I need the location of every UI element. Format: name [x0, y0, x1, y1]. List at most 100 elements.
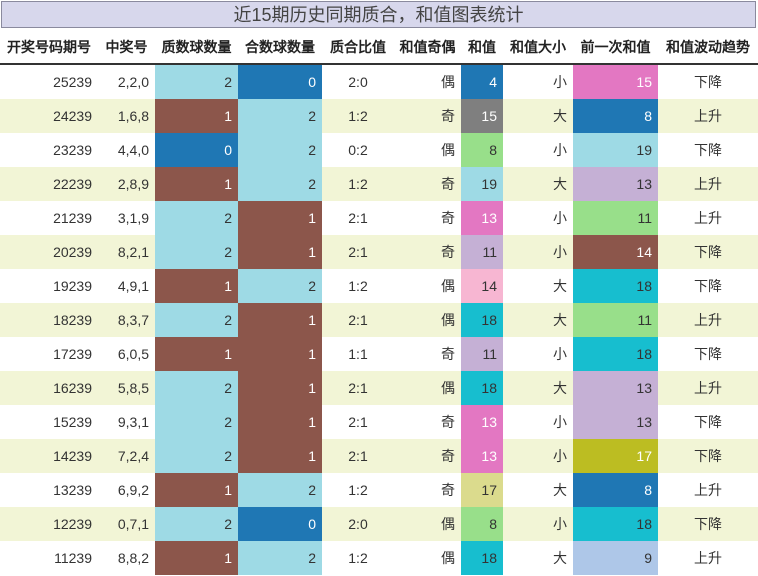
- cell-winning-number: 1,6,8: [98, 99, 155, 133]
- cell-prev-sum: 11: [573, 303, 658, 337]
- cell-ratio: 1:2: [322, 473, 394, 507]
- cell-sum-parity: 偶: [394, 269, 461, 303]
- cell-ratio: 2:1: [322, 201, 394, 235]
- cell-trend: 下降: [658, 405, 758, 439]
- cell-prev-sum: 18: [573, 269, 658, 303]
- table-row: 13239 6,9,2 1 2 1:2 奇 17 大 8 上升: [0, 473, 758, 507]
- cell-sum-size: 小: [503, 507, 573, 541]
- cell-prime-count: 2: [155, 235, 238, 269]
- cell-ratio: 1:1: [322, 337, 394, 371]
- cell-sum-parity: 偶: [394, 371, 461, 405]
- cell-sum: 14: [461, 269, 503, 303]
- cell-issue: 11239: [0, 541, 98, 575]
- cell-trend: 下降: [658, 439, 758, 473]
- cell-trend: 下降: [658, 269, 758, 303]
- table-row: 18239 8,3,7 2 1 2:1 偶 18 大 11 上升: [0, 303, 758, 337]
- cell-trend: 下降: [658, 235, 758, 269]
- cell-prime-count: 1: [155, 269, 238, 303]
- header-trend: 和值波动趋势: [658, 31, 758, 65]
- cell-prime-count: 2: [155, 371, 238, 405]
- cell-sum-parity: 奇: [394, 201, 461, 235]
- cell-issue: 15239: [0, 405, 98, 439]
- cell-issue: 16239: [0, 371, 98, 405]
- cell-issue: 17239: [0, 337, 98, 371]
- cell-composite-count: 0: [238, 507, 322, 541]
- cell-trend: 上升: [658, 541, 758, 575]
- cell-issue: 22239: [0, 167, 98, 201]
- cell-composite-count: 1: [238, 235, 322, 269]
- cell-prime-count: 2: [155, 439, 238, 473]
- cell-trend: 上升: [658, 473, 758, 507]
- cell-composite-count: 1: [238, 439, 322, 473]
- table-row: 22239 2,8,9 1 2 1:2 奇 19 大 13 上升: [0, 167, 758, 201]
- cell-ratio: 0:2: [322, 133, 394, 167]
- cell-trend: 上升: [658, 167, 758, 201]
- cell-composite-count: 2: [238, 99, 322, 133]
- cell-winning-number: 8,3,7: [98, 303, 155, 337]
- cell-prime-count: 2: [155, 201, 238, 235]
- cell-sum-parity: 偶: [394, 64, 461, 99]
- cell-sum-parity: 奇: [394, 99, 461, 133]
- cell-sum-parity: 奇: [394, 337, 461, 371]
- cell-prime-count: 0: [155, 133, 238, 167]
- cell-trend: 上升: [658, 99, 758, 133]
- table-body: 25239 2,2,0 2 0 2:0 偶 4 小 15 下降 24239 1,6,8 1 2 1:2 奇 15…: [0, 64, 758, 575]
- cell-composite-count: 0: [238, 64, 322, 99]
- cell-prev-sum: 14: [573, 235, 658, 269]
- cell-composite-count: 2: [238, 167, 322, 201]
- header-winning-number: 中奖号: [98, 31, 155, 65]
- cell-sum-size: 小: [503, 235, 573, 269]
- cell-winning-number: 4,9,1: [98, 269, 155, 303]
- cell-sum-size: 大: [503, 303, 573, 337]
- cell-issue: 21239: [0, 201, 98, 235]
- chart-title: 近15期历史同期质合，和值图表统计: [1, 1, 756, 28]
- cell-winning-number: 9,3,1: [98, 405, 155, 439]
- cell-ratio: 1:2: [322, 541, 394, 575]
- cell-issue: 13239: [0, 473, 98, 507]
- cell-composite-count: 1: [238, 405, 322, 439]
- cell-trend: 下降: [658, 507, 758, 541]
- cell-prime-count: 2: [155, 405, 238, 439]
- table-row: 16239 5,8,5 2 1 2:1 偶 18 大 13 上升: [0, 371, 758, 405]
- cell-prime-count: 1: [155, 541, 238, 575]
- cell-issue: 23239: [0, 133, 98, 167]
- cell-sum: 19: [461, 167, 503, 201]
- cell-composite-count: 2: [238, 541, 322, 575]
- cell-sum-parity: 奇: [394, 167, 461, 201]
- table-row: 21239 3,1,9 2 1 2:1 奇 13 小 11 上升: [0, 201, 758, 235]
- cell-trend: 上升: [658, 303, 758, 337]
- cell-prev-sum: 13: [573, 167, 658, 201]
- cell-prime-count: 2: [155, 64, 238, 99]
- cell-prev-sum: 9: [573, 541, 658, 575]
- cell-prime-count: 1: [155, 167, 238, 201]
- cell-sum: 11: [461, 337, 503, 371]
- cell-issue: 19239: [0, 269, 98, 303]
- cell-sum-size: 小: [503, 64, 573, 99]
- cell-sum-parity: 奇: [394, 235, 461, 269]
- cell-winning-number: 2,8,9: [98, 167, 155, 201]
- cell-ratio: 1:2: [322, 99, 394, 133]
- header-issue: 开奖号码期号: [0, 31, 98, 65]
- cell-winning-number: 4,4,0: [98, 133, 155, 167]
- cell-prime-count: 1: [155, 99, 238, 133]
- cell-sum-size: 小: [503, 133, 573, 167]
- cell-winning-number: 3,1,9: [98, 201, 155, 235]
- cell-sum: 15: [461, 99, 503, 133]
- cell-sum-parity: 偶: [394, 541, 461, 575]
- cell-composite-count: 2: [238, 269, 322, 303]
- cell-prime-count: 1: [155, 473, 238, 507]
- cell-prev-sum: 13: [573, 405, 658, 439]
- cell-issue: 12239: [0, 507, 98, 541]
- cell-prev-sum: 18: [573, 507, 658, 541]
- cell-sum: 13: [461, 439, 503, 473]
- cell-sum: 8: [461, 507, 503, 541]
- cell-winning-number: 8,8,2: [98, 541, 155, 575]
- cell-sum: 13: [461, 201, 503, 235]
- cell-sum: 18: [461, 541, 503, 575]
- cell-sum-size: 大: [503, 371, 573, 405]
- cell-issue: 18239: [0, 303, 98, 337]
- cell-winning-number: 6,0,5: [98, 337, 155, 371]
- cell-prev-sum: 13: [573, 371, 658, 405]
- cell-trend: 上升: [658, 371, 758, 405]
